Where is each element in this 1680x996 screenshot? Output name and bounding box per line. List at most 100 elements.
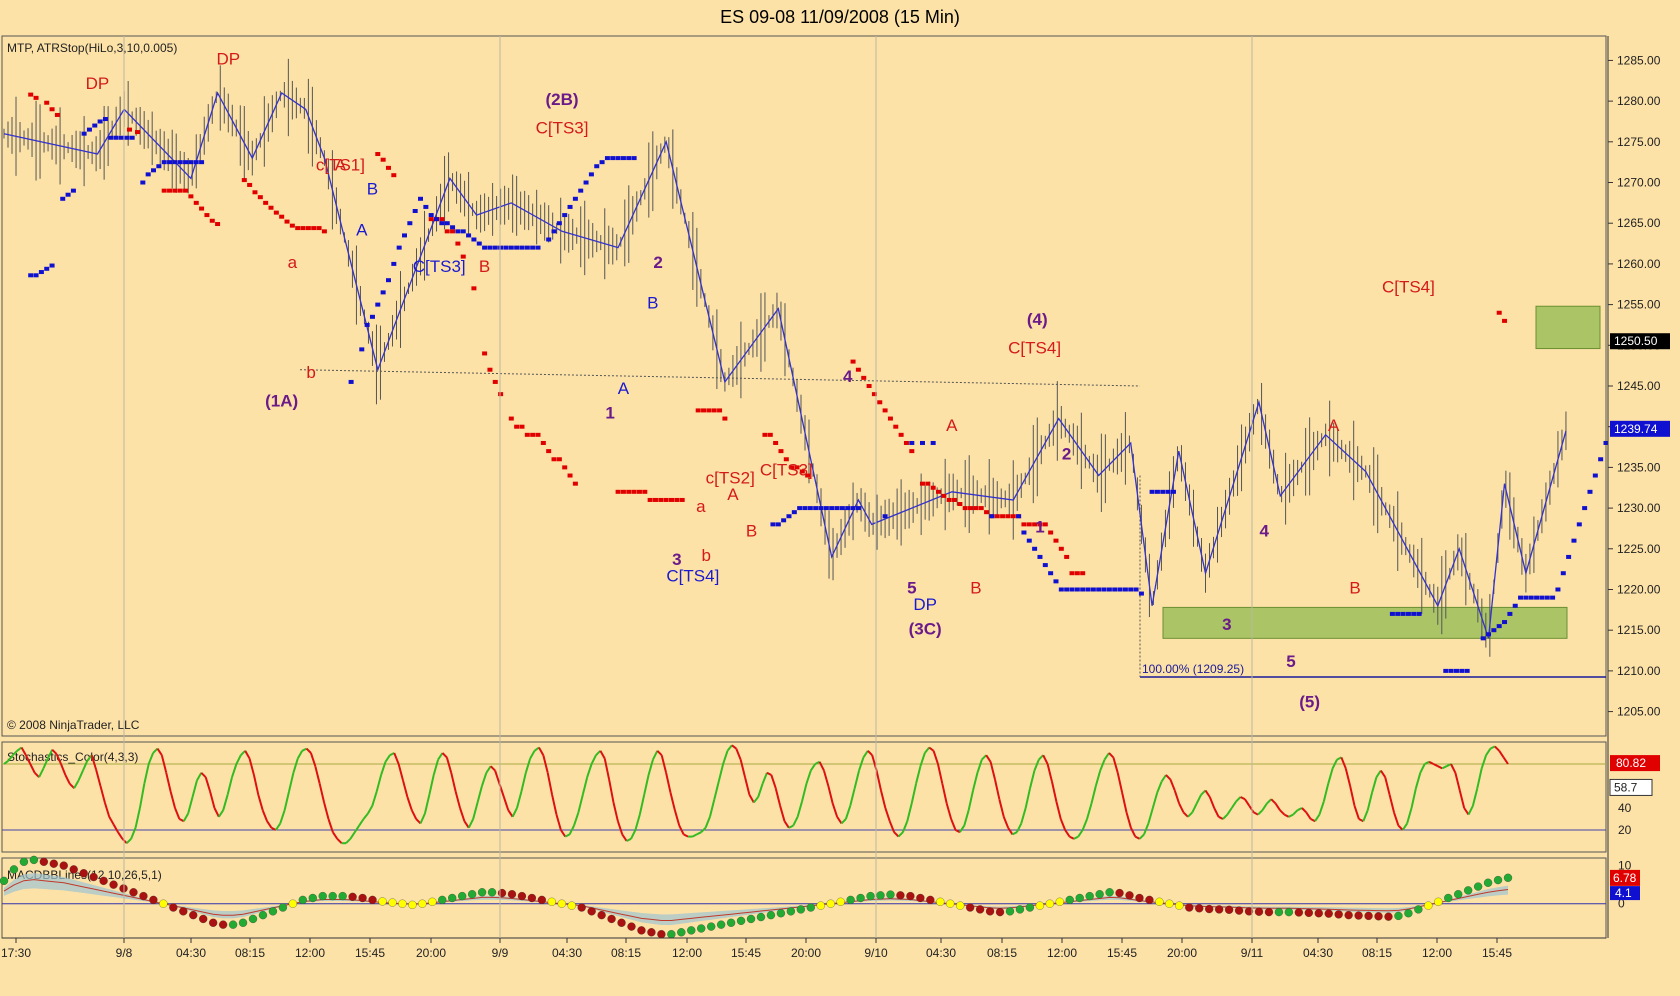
stochastics-segment	[1173, 790, 1181, 804]
atr-stop-dot-down	[428, 217, 434, 222]
stochastics-segment	[82, 760, 89, 772]
stochastics-segment	[12, 750, 18, 756]
atr-stop-dot-up	[1096, 587, 1102, 592]
stochastics-segment	[60, 763, 67, 776]
atr-stop-dot-up	[1528, 595, 1534, 600]
atr-stop-dot-up	[588, 172, 594, 177]
stochastics-segment	[1450, 763, 1457, 774]
atr-stop-dot-up	[599, 160, 605, 165]
atr-stop-dot-up	[460, 229, 466, 234]
stochastics-segment	[1414, 772, 1422, 789]
atr-stop-dot-up	[802, 506, 808, 511]
atr-stop-dot-up	[402, 233, 407, 238]
stochastics-segment	[1073, 835, 1079, 840]
macd-dot	[826, 899, 835, 908]
price-panel[interactable]: 1205.00 1210.00 1215.00 1220.00 1225.00 1230.…	[1, 35, 1670, 737]
atr-stop-dot-up	[498, 245, 504, 250]
stochastics-segment	[1208, 796, 1216, 809]
atr-stop-dot-down	[887, 416, 893, 421]
wave-label: (1A)	[265, 391, 298, 410]
stochastics-segment	[862, 750, 869, 758]
atr-stop-dot-up	[631, 156, 637, 161]
stochastics-frame	[1, 741, 1607, 853]
atr-stop-dot-down	[850, 359, 856, 364]
stochastics-segment	[1467, 805, 1474, 816]
time-tick-label: 15:45	[1482, 946, 1512, 960]
atr-stop-dot-up	[807, 506, 813, 511]
price-tick-label: 1275.00	[1617, 135, 1661, 149]
atr-stop-dot-down	[1032, 522, 1038, 527]
atr-stop-dot-up	[1090, 587, 1096, 592]
atr-stop-dot-down	[1080, 571, 1086, 576]
stochastics-segment	[1147, 807, 1154, 824]
macd-dot	[1075, 893, 1084, 903]
atr-stop-dot-up	[882, 514, 888, 519]
time-tick-label: 12:00	[672, 946, 702, 960]
stochastics-segment	[480, 772, 488, 787]
stochastics-segment	[1274, 803, 1281, 811]
atr-stop-dot-down	[722, 416, 728, 421]
time-tick-label: 08:15	[987, 946, 1017, 960]
macd-dot	[975, 905, 985, 914]
macd-dot	[398, 899, 407, 908]
atr-stop-dot-down	[652, 497, 658, 502]
stochastics-segment	[463, 820, 470, 829]
stochastics-segment	[353, 825, 361, 833]
stochastics-segment	[3, 759, 9, 765]
wave-label: A	[1328, 416, 1340, 435]
stochastics-segment	[564, 833, 571, 838]
atr-stop-dot-down	[658, 497, 664, 502]
atr-stop-dot-down	[289, 223, 295, 228]
atr-stop-dot-down	[669, 497, 674, 502]
atr-stop-dot-down	[241, 178, 247, 183]
macd-dot	[467, 890, 477, 899]
macd-dot	[338, 891, 347, 901]
stochastics-segment	[853, 770, 861, 789]
atr-stop-dot-down	[647, 497, 653, 502]
macd-dot	[766, 910, 776, 920]
time-tick-label: 15:45	[731, 946, 761, 960]
atr-stop-dot-up	[1523, 595, 1529, 600]
stochastics-segment	[1222, 813, 1229, 820]
stochastics-segment	[936, 763, 944, 785]
stochastics-segment	[542, 754, 549, 774]
stochastics-segment	[932, 750, 939, 765]
stochastics-segment	[187, 796, 194, 814]
stochastics-segment	[713, 781, 720, 800]
stochastics-segment	[410, 809, 418, 820]
stochastics-segment	[959, 825, 966, 833]
atr-stop-dot-up	[193, 160, 199, 165]
stochastics-segment	[1433, 763, 1439, 768]
atr-stop-dot-up	[102, 117, 108, 122]
atr-stop-dot-down	[300, 226, 306, 231]
support-line-label: 100.00% (1209.25)	[1142, 662, 1244, 676]
atr-stop-dot-down	[978, 506, 984, 511]
stochastics-segment	[796, 801, 804, 818]
stochastics-segment	[823, 770, 830, 787]
stochastics-segment	[1187, 811, 1193, 818]
stochastics-segment	[209, 791, 216, 809]
macd-dot	[1224, 905, 1234, 914]
stochastics-segment	[788, 824, 794, 829]
stochastics-segment	[801, 783, 808, 802]
wave-label: C[TS4]	[1008, 338, 1061, 357]
macd-dot	[39, 857, 48, 866]
wave-label: B	[1349, 579, 1360, 598]
stochastics-panel[interactable]: Stochastics_Color(4,3,3)2040608080.8258.…	[1, 741, 1660, 853]
atr-stop-dot-up	[439, 221, 445, 226]
atr-stop-dot-down	[305, 226, 311, 231]
stochastics-segment	[1191, 803, 1198, 813]
macd-dot	[1205, 904, 1214, 914]
stochastics-segment	[875, 770, 882, 791]
atr-stop-dot-down	[626, 489, 632, 494]
atr-stop-dot-up	[567, 204, 573, 209]
atr-stop-dot-up	[81, 131, 87, 136]
time-tick-label: 08:15	[611, 946, 641, 960]
wave-label: A	[727, 485, 739, 504]
atr-stop-dot-up	[1555, 587, 1561, 592]
atr-stop-dot-up	[797, 506, 803, 511]
atr-stop-dot-down	[717, 408, 723, 413]
stochastics-segment	[380, 761, 387, 776]
